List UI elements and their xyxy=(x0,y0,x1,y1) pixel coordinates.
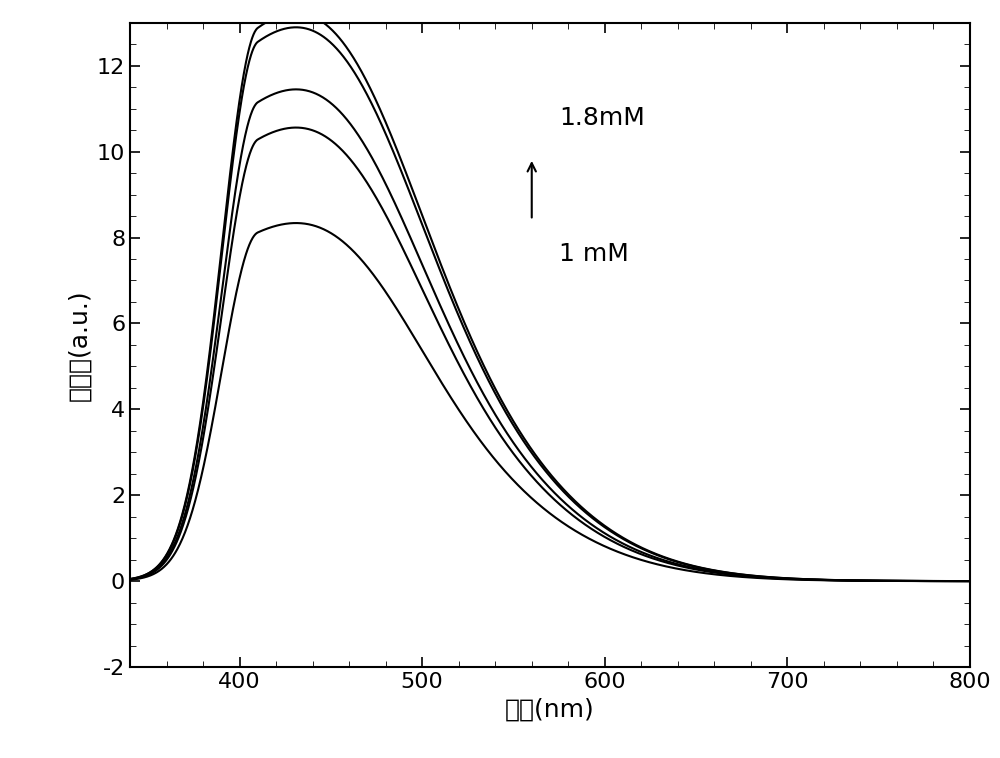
Text: 1 mM: 1 mM xyxy=(559,242,629,266)
X-axis label: 波长(nm): 波长(nm) xyxy=(505,697,595,722)
Text: 1.8mM: 1.8mM xyxy=(559,106,645,130)
Y-axis label: 吸光度(a.u.): 吸光度(a.u.) xyxy=(67,289,91,401)
